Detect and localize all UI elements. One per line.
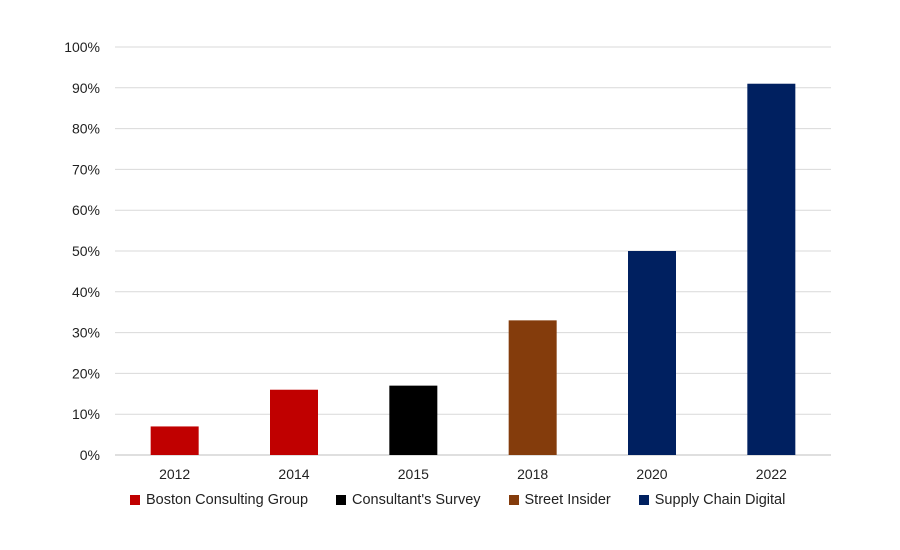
y-tick-label: 100%	[64, 39, 100, 55]
bar-2022	[747, 83, 796, 455]
y-tick-label: 0%	[80, 447, 100, 463]
x-tick-label: 2012	[159, 466, 190, 482]
legend-label: Street Insider	[524, 492, 611, 508]
legend-item-street-insider: Street Insider	[508, 492, 611, 508]
legend-swatch	[638, 495, 649, 505]
legend-label: Consultant's Survey	[352, 492, 481, 508]
y-tick-label: 20%	[72, 365, 100, 381]
y-tick-label: 60%	[72, 202, 100, 218]
bar-2012	[150, 426, 199, 455]
y-tick-label: 50%	[72, 243, 100, 259]
legend-swatch	[130, 495, 140, 505]
bar-2014	[270, 389, 318, 455]
bar-2018	[508, 320, 557, 455]
x-tick-label: 2014	[278, 466, 309, 482]
y-tick-label: 30%	[72, 325, 100, 341]
gridlines	[115, 46, 831, 456]
y-tick-label: 10%	[72, 406, 100, 422]
legend-item-consultants-survey: Consultant's Survey	[336, 492, 481, 508]
y-tick-label: 80%	[72, 121, 100, 137]
legend-swatch	[508, 495, 519, 505]
legend-item-boston-consulting-group: Boston Consulting Group	[130, 492, 308, 508]
legend: Boston Consulting Group Consultant's Sur…	[130, 492, 785, 508]
x-axis-ticks: 2012 2014 2015 2018 2020 2022	[159, 466, 787, 482]
x-tick-label: 2022	[756, 466, 787, 482]
legend-label: Supply Chain Digital	[654, 492, 786, 508]
y-tick-label: 90%	[72, 80, 100, 96]
bar-2020	[628, 251, 676, 455]
legend-swatch	[336, 495, 347, 505]
bar-2015	[389, 385, 438, 455]
x-tick-label: 2015	[398, 466, 429, 482]
y-tick-label: 40%	[72, 284, 100, 300]
y-tick-label: 70%	[72, 161, 100, 177]
y-axis-ticks: 0% 10% 20% 30% 40% 50% 60% 70% 80% 90% 100%	[64, 39, 100, 463]
bars	[150, 83, 796, 455]
x-tick-label: 2018	[517, 466, 548, 482]
legend-item-supply-chain-digital: Supply Chain Digital	[638, 492, 786, 508]
legend-label: Boston Consulting Group	[146, 492, 309, 508]
x-tick-label: 2020	[636, 466, 667, 482]
